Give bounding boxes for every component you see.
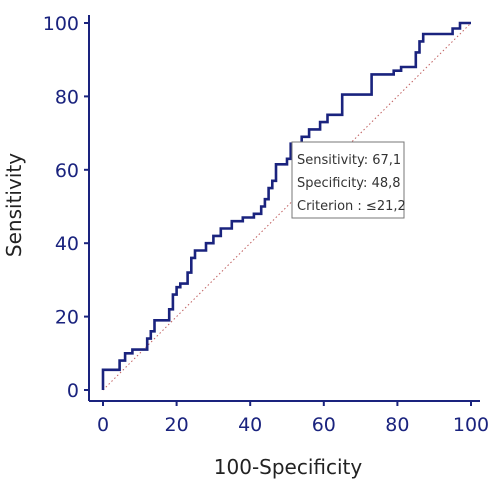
curve-layer (101, 21, 471, 390)
y-tick-label: 60 (55, 160, 79, 182)
x-tick-label: 60 (312, 414, 336, 436)
y-tick-label: 40 (55, 233, 79, 255)
reference-layer (102, 22, 472, 391)
reference-diagonal-line (102, 22, 472, 391)
x-ticks: 0 20 40 60 80 100 (97, 401, 489, 436)
x-tick-label: 0 (97, 414, 109, 436)
x-tick-label: 100 (453, 414, 489, 436)
info-box-frame (291, 141, 405, 219)
y-ticks: 0 20 40 60 80 100 (43, 13, 89, 402)
info-sensitivity: Sensitivity: 67,1 (297, 153, 401, 168)
y-axis-title: Sensitivity (2, 153, 26, 257)
x-tick-label: 80 (385, 414, 409, 436)
x-tick-label: 20 (165, 414, 189, 436)
y-tick-label: 100 (43, 13, 79, 35)
y-tick-label: 0 (67, 380, 79, 402)
criterion-info-box: Sensitivity: 67,1 Specificity: 48,8 Crit… (291, 141, 406, 219)
x-axis-title: 100-Specificity (214, 455, 363, 479)
y-tick-label: 20 (55, 307, 79, 329)
roc-curve-line (101, 21, 471, 390)
axes (88, 15, 480, 402)
info-specificity: Specificity: 48,8 (297, 176, 401, 191)
y-tick-label: 80 (55, 86, 79, 108)
x-tick-label: 40 (238, 414, 262, 436)
info-criterion: Criterion : ≤21,2 (297, 199, 406, 214)
